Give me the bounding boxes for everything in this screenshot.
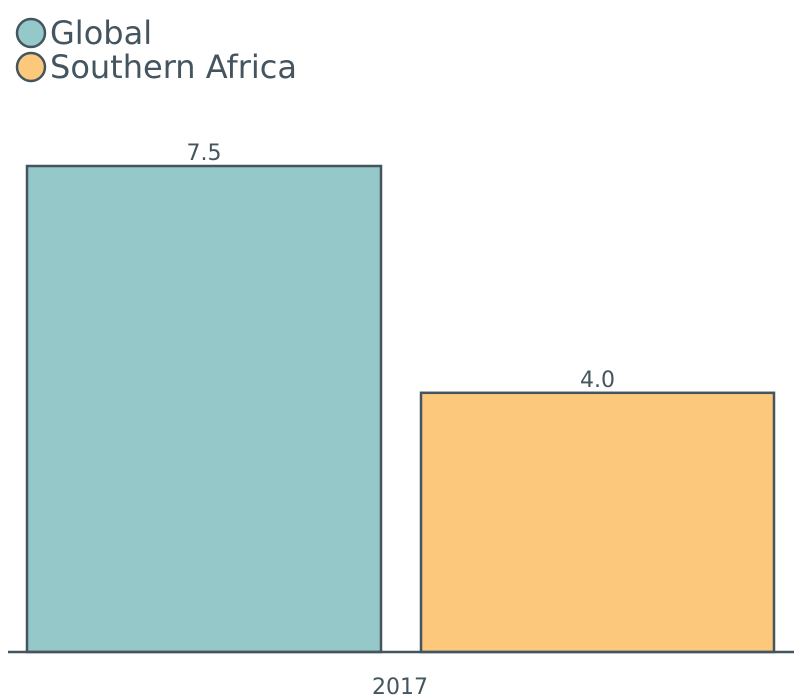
x-tick-label-0: 2017 — [372, 675, 428, 700]
bars-group — [25, 164, 776, 654]
value-labels-group: 7.5 4.0 — [187, 141, 616, 393]
bar-0 — [25, 164, 383, 654]
legend-marker-0 — [15, 17, 47, 49]
legend-marker-1 — [15, 51, 47, 83]
legend-label-1: Southern Africa — [50, 48, 297, 86]
x-tick-labels-group: 2017 — [372, 675, 428, 700]
value-label-0: 7.5 — [187, 141, 222, 166]
bar-1 — [419, 391, 776, 654]
legend-label-0: Global — [50, 14, 152, 52]
value-label-1: 4.0 — [580, 368, 615, 393]
